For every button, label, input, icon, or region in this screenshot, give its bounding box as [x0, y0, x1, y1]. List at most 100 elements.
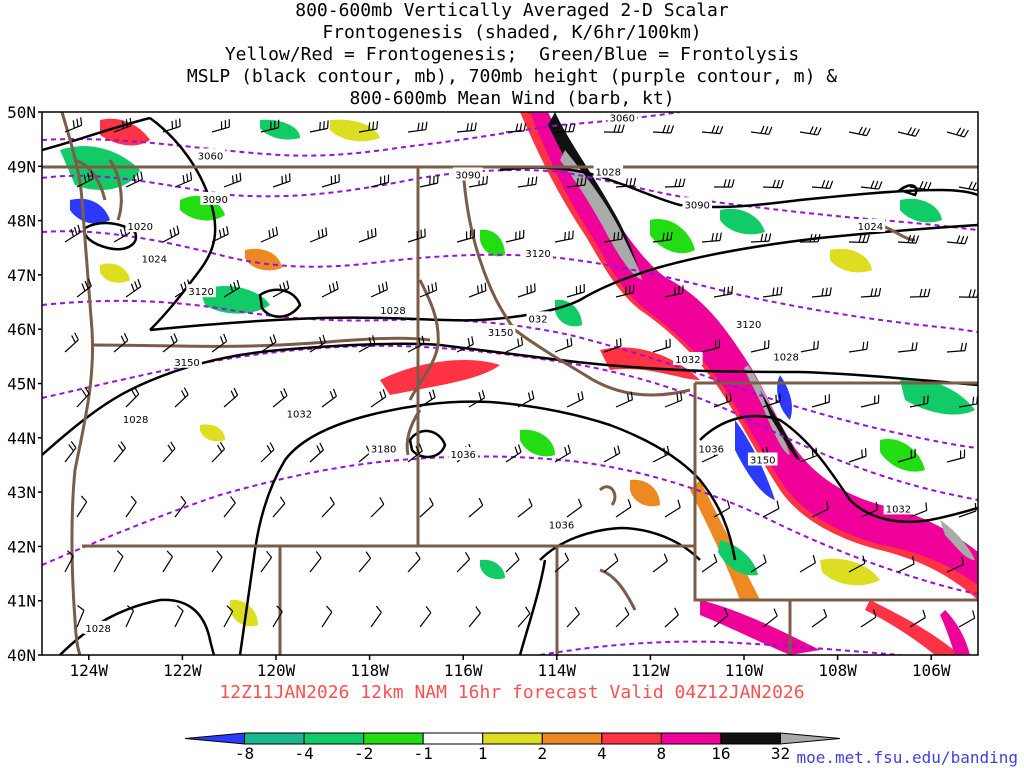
- title-line-3: Yellow/Red = Frontogenesis; Green/Blue =…: [224, 44, 800, 65]
- lat-tick-label: 47N: [7, 266, 36, 285]
- height-contour-label: 3180: [371, 445, 396, 456]
- wind-barb: [652, 445, 670, 463]
- colorbar-swatch: [541, 732, 603, 745]
- wind-barb: [909, 609, 926, 628]
- wind-barb: [897, 555, 915, 573]
- wind-barb: [309, 551, 322, 573]
- title-line-2: Frontogenesis (shaded, K/6hr/100km): [322, 22, 702, 43]
- wind-barb: [223, 387, 239, 408]
- lat-tick-label: 42N: [7, 537, 36, 556]
- colorbar-swatch: [244, 732, 305, 745]
- wind-barb: [860, 287, 882, 298]
- title-line-1: 800-600mb Vertically Averaged 2-D Scalar: [295, 0, 729, 21]
- wind-barb: [713, 607, 729, 628]
- wind-barb: [162, 333, 178, 353]
- title-line-4: MSLP (black contour, mb), 700mb height (…: [186, 66, 838, 87]
- mslp-contour-label-bg: [139, 251, 170, 265]
- wind-barb: [223, 496, 236, 518]
- wind-barb: [615, 284, 635, 298]
- mslp-contour-label-bg: [771, 349, 801, 363]
- colorbar: -8 -4 -2 -1 1 2 4 8 16 32: [184, 732, 841, 763]
- wind-barb: [909, 395, 929, 408]
- wind-barb: [909, 180, 932, 191]
- wind-barb: [125, 495, 137, 518]
- colorbar-label: -2: [354, 744, 373, 763]
- wind-barb: [946, 342, 968, 353]
- colorbar-label: 2: [537, 744, 547, 763]
- wind-barb: [554, 230, 574, 243]
- wind-barb: [713, 500, 731, 518]
- wind-barb: [321, 388, 337, 408]
- wind-barb: [76, 386, 90, 408]
- height-contour-label: 3120: [736, 320, 761, 331]
- wind-barb: [848, 555, 866, 573]
- wind-barb: [113, 441, 127, 463]
- mslp-contour-label: 1036: [450, 450, 475, 461]
- wind-barb: [505, 552, 520, 573]
- wind-barb: [615, 177, 637, 188]
- wind-barb: [554, 123, 576, 133]
- wind-barb: [370, 497, 385, 518]
- wind-barb: [860, 501, 879, 518]
- mslp-contour-label-bg: [448, 447, 478, 461]
- wind-barb: [799, 554, 817, 573]
- height-contour-label-bg: [733, 316, 764, 330]
- height-contour-label-bg: [368, 441, 399, 455]
- wind-barb: [517, 283, 536, 298]
- wind-barb: [358, 335, 376, 353]
- wind-barb: [517, 176, 538, 188]
- mslp-contour-labels: 1020 1024 1028 1028 1024 1032 1028 1028 1032 1036…: [83, 164, 914, 635]
- height-contour-label-bg: [526, 311, 550, 325]
- lat-tick-label: 48N: [7, 212, 36, 231]
- wind-barb: [272, 173, 291, 188]
- colorbar-label: 8: [657, 744, 667, 763]
- mslp-contour-label: 1028: [773, 352, 798, 363]
- wind-barb: [370, 174, 390, 188]
- wind-barb: [505, 336, 524, 353]
- lat-tick-label: 43N: [7, 483, 36, 502]
- wind-barb: [946, 556, 964, 573]
- wind-barb: [358, 227, 377, 243]
- wind-barb: [76, 278, 92, 298]
- wind-barb: [419, 605, 432, 628]
- wind-barb: [407, 551, 421, 573]
- colorbar-swatch: [601, 732, 662, 745]
- wind-barb: [358, 551, 372, 573]
- wind-barb: [701, 339, 721, 353]
- wind-barb: [701, 553, 718, 573]
- height-contour-label: 3090: [455, 170, 480, 181]
- wind-barb: [897, 234, 920, 244]
- wind-barb: [750, 125, 773, 135]
- wind-barb: [664, 607, 679, 628]
- wind-barb: [848, 341, 869, 353]
- wind-barb: [811, 287, 832, 298]
- wind-barb: [750, 233, 772, 243]
- height-contour-label-bg: [172, 354, 202, 368]
- wind-barb: [260, 442, 275, 463]
- wind-barb: [419, 175, 439, 188]
- wind-barb: [505, 123, 527, 133]
- credit-url[interactable]: moe.met.fsu.edu/banding: [796, 748, 1018, 767]
- wind-barb: [652, 124, 675, 134]
- wind-barb: [603, 445, 621, 463]
- colorbar-swatch: [184, 732, 246, 745]
- wind-barb: [554, 444, 571, 463]
- wind-barb: [860, 180, 883, 190]
- wind-barb: [505, 229, 525, 243]
- height-contour-label: 3090: [202, 195, 227, 206]
- height-contour-label: 3150: [750, 456, 775, 467]
- wind-barb: [370, 389, 387, 408]
- height-contour-label-bg: [485, 324, 516, 338]
- colorbar-swatch: [303, 732, 365, 745]
- wind-barb: [909, 288, 931, 298]
- wind-barb: [713, 179, 735, 188]
- mslp-contour-label-bg: [696, 441, 727, 455]
- colorbar-label: -8: [235, 744, 254, 763]
- wind-barb: [309, 120, 329, 133]
- wind-barb: [468, 390, 486, 408]
- wind-barb: [260, 226, 279, 243]
- mslp-contour-label: 1032: [675, 355, 700, 366]
- height-contour-label-bg: [453, 167, 483, 181]
- wind-barb: [407, 443, 423, 463]
- wind-barb: [566, 391, 584, 408]
